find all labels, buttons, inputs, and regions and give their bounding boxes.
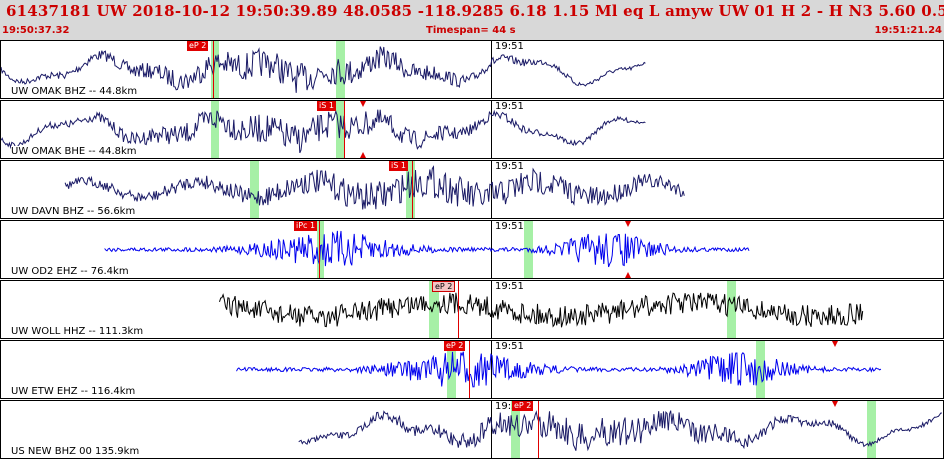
seismogram-panel[interactable]: 19:51 iS 1 UW DAVN BHZ -- 56.6km	[0, 160, 944, 219]
time-tick	[491, 101, 492, 158]
phase-pick-line[interactable]	[412, 161, 413, 218]
time-tick-label: 19:51	[495, 341, 524, 352]
channel-label: UW OD2 EHZ -- 76.4km	[11, 266, 129, 277]
amplitude-marker-top	[360, 101, 366, 107]
time-tick	[491, 341, 492, 398]
phase-window	[867, 401, 876, 458]
seismogram-panel[interactable]: 19:51 eP 2 UW ETW EHZ -- 116.4km	[0, 340, 944, 399]
phase-pick-label[interactable]: iS 1	[317, 101, 336, 111]
phase-window	[429, 281, 439, 338]
phase-pick-label[interactable]: eP 2	[187, 41, 209, 51]
time-tick	[491, 281, 492, 338]
phase-pick-label[interactable]: eP 2	[444, 341, 466, 351]
seismogram-panel[interactable]: 19:51 eP 2 US NEW BHZ 00 135.9km	[0, 400, 944, 459]
phase-pick-line[interactable]	[538, 401, 539, 458]
channel-label: UW DAVN BHZ -- 56.6km	[11, 206, 136, 217]
event-header: 61437181 UW 2018-10-12 19:50:39.89 48.05…	[0, 0, 944, 40]
time-tick-label: 19:51	[495, 41, 524, 52]
seismogram-panel[interactable]: 19:51 eP 2 UW OMAK BHZ -- 44.8km	[0, 40, 944, 99]
phase-pick-line[interactable]	[213, 41, 214, 98]
phase-pick-line[interactable]	[319, 221, 320, 278]
channel-label: UW WOLL HHZ -- 111.3km	[11, 326, 144, 337]
waveform-trace	[219, 292, 864, 328]
time-tick	[491, 161, 492, 218]
amplitude-marker-top	[625, 221, 631, 227]
channel-label: UW OMAK BHZ -- 44.8km	[11, 86, 138, 97]
waveform-line	[64, 165, 685, 210]
timespan-label: Timespan= 44 s	[426, 25, 516, 36]
phase-window	[250, 161, 259, 218]
amplitude-marker-top	[832, 341, 838, 347]
phase-pick-line[interactable]	[344, 101, 345, 158]
channel-label: UW OMAK BHE -- 44.8km	[11, 146, 137, 157]
time-tick-label: 19:51	[495, 161, 524, 172]
amplitude-marker-bottom	[360, 152, 366, 158]
phase-pick-label[interactable]: iS 1	[389, 161, 408, 171]
seismogram-panel[interactable]: 19:51 eP 2 UW WOLL HHZ -- 111.3km	[0, 280, 944, 339]
time-tick	[491, 41, 492, 98]
start-time: 19:50:37.32	[2, 25, 70, 36]
waveform-line	[219, 292, 864, 328]
time-tick-label: 19:51	[495, 221, 524, 232]
time-tick-label: 19:51	[495, 281, 524, 292]
time-tick-label: 19:51	[495, 401, 524, 412]
end-time: 19:51:21.24	[874, 25, 942, 36]
waveform-trace	[298, 410, 942, 452]
waveform-line	[104, 230, 750, 268]
channel-label: UW ETW EHZ -- 116.4km	[11, 386, 136, 397]
waveform-trace	[1, 109, 646, 154]
phase-pick-label[interactable]: eP 2	[512, 401, 534, 411]
phase-window	[336, 41, 345, 98]
waveform-line	[1, 46, 646, 93]
phase-window	[511, 401, 520, 458]
phase-window	[211, 101, 219, 158]
phase-window	[524, 221, 533, 278]
phase-window	[727, 281, 736, 338]
amplitude-marker-bottom	[625, 272, 631, 278]
phase-window	[211, 41, 219, 98]
waveform-line	[1, 109, 646, 154]
waveform-trace	[236, 351, 882, 388]
amplitude-marker-top	[832, 401, 838, 407]
phase-pick-line[interactable]	[469, 341, 470, 398]
time-tick-label: 19:51	[495, 101, 524, 112]
waveform-line	[236, 351, 882, 388]
phase-pick-label[interactable]: eP 2	[432, 281, 456, 292]
waveform-trace	[64, 165, 685, 210]
phase-pick-line[interactable]	[458, 281, 459, 338]
event-summary-title: 61437181 UW 2018-10-12 19:50:39.89 48.05…	[6, 2, 944, 20]
waveform-trace	[104, 230, 750, 268]
time-tick	[491, 401, 492, 458]
phase-window	[336, 101, 345, 158]
seismogram-panel[interactable]: 19:51 iS 1 UW OMAK BHE -- 44.8km	[0, 100, 944, 159]
channel-label: US NEW BHZ 00 135.9km	[11, 446, 140, 457]
phase-pick-label[interactable]: iPc 1	[294, 221, 318, 231]
seismogram-panel[interactable]: 19:51 iPc 1 UW OD2 EHZ -- 76.4km	[0, 220, 944, 279]
waveform-trace	[1, 46, 646, 93]
waveform-line	[298, 410, 942, 452]
